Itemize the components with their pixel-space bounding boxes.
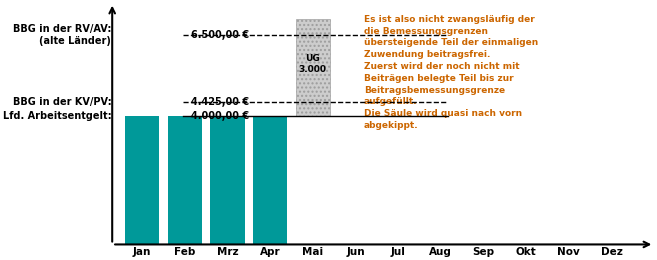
Text: 4.425,00 €: 4.425,00 € [191, 97, 249, 107]
Text: Es ist also nicht zwangsläufig der
die Bemessungsgrenzen
übersteigende Teil der : Es ist also nicht zwangsläufig der die B… [364, 15, 538, 130]
Bar [125, 115, 159, 244]
Text: Lfd. Arbeitsentgelt:: Lfd. Arbeitsentgelt: [3, 110, 111, 121]
Text: BBG in der RV/AV:
(alte Länder): BBG in der RV/AV: (alte Länder) [13, 24, 111, 46]
Text: UG
3.000: UG 3.000 [299, 54, 327, 74]
Bar [210, 115, 244, 244]
Text: BBG in der KV/PV:: BBG in der KV/PV: [12, 97, 111, 107]
Text: 4.000,00 €: 4.000,00 € [191, 110, 249, 121]
Text: 6.500,00 €: 6.500,00 € [191, 30, 249, 40]
Bar [296, 19, 330, 115]
Bar [168, 115, 202, 244]
Bar [253, 115, 287, 244]
